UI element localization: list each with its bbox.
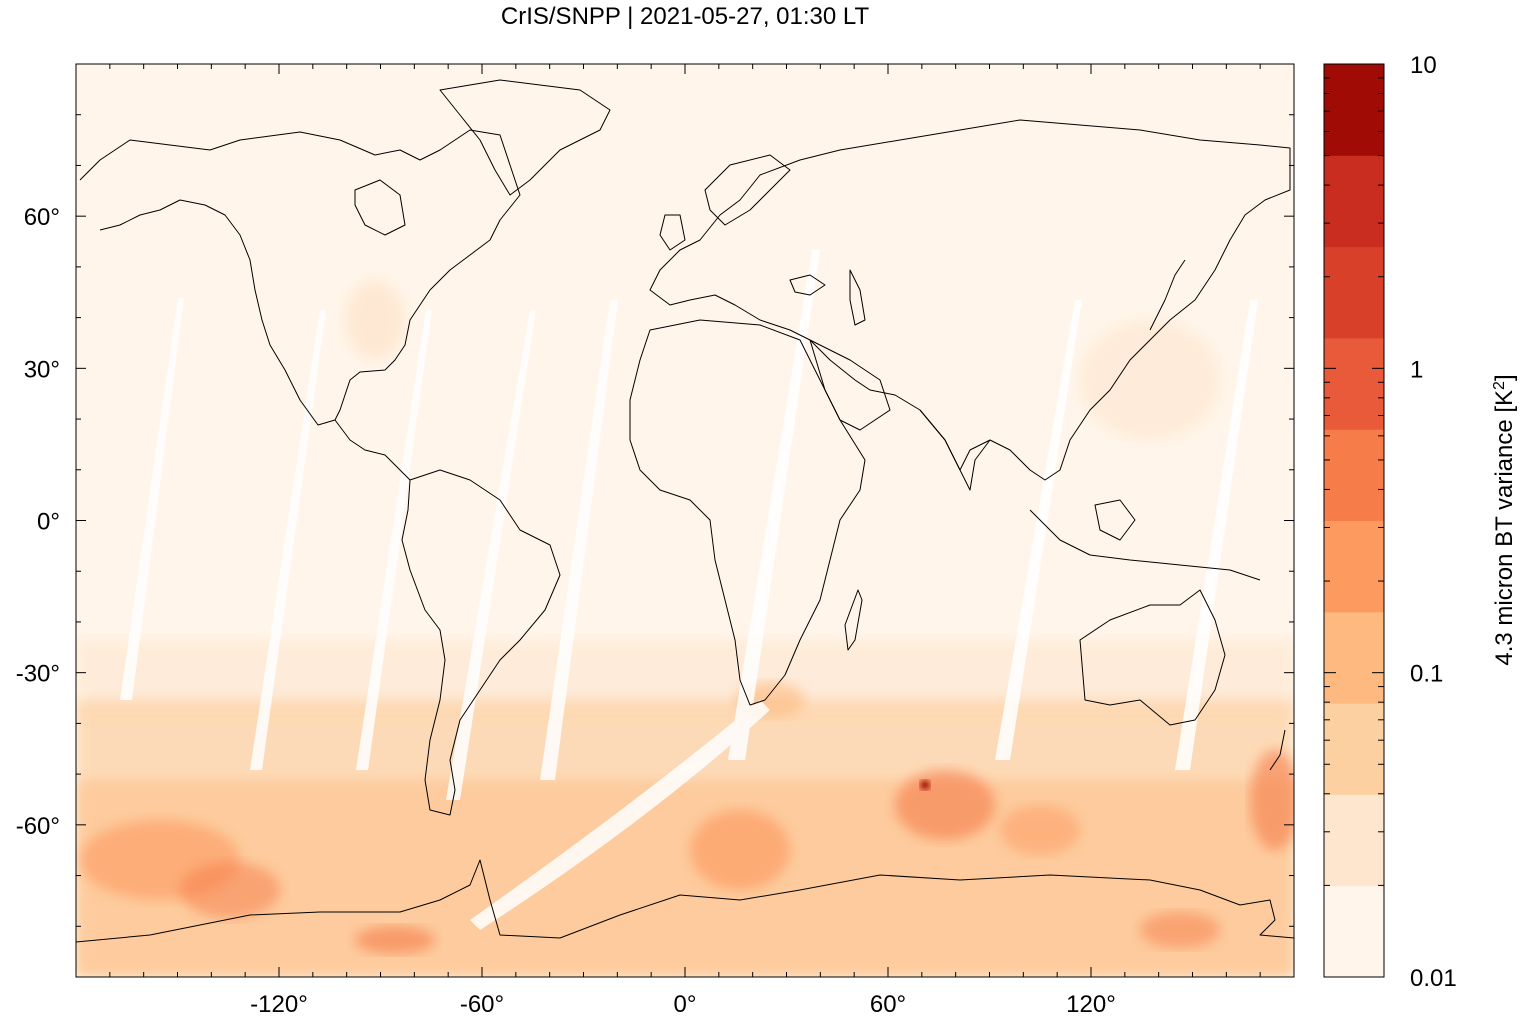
colorbar: 10 1 0.1 0.01 4.3 micron BT variance [K2] [1323,52,1519,992]
colorbar-band [1324,520,1384,613]
lat-tick-label: -60° [16,813,60,840]
colorbar-bands [1324,64,1384,978]
colorbar-label: 0.1 [1410,661,1443,688]
colorbar-title: 4.3 micron BT variance [K2] [1491,374,1519,665]
coast-australia [1079,589,1226,726]
coast-borneo [1094,499,1136,541]
lat-tick-label: 60° [24,204,60,231]
colorbar-frame [1323,63,1385,978]
coast-new-zealand [1269,729,1286,771]
colorbar-band [1324,246,1384,339]
coast-caspian [849,269,866,326]
lat-tick-label: 30° [24,356,60,383]
coast-hudson-bay [354,179,406,236]
lat-tick-label: -30° [16,661,60,688]
latitude-axis: 60° 30° 0° -30° -60° [16,114,1294,927]
coast-india [919,409,991,491]
coast-eurasia [649,119,1291,481]
map-plot [76,64,1294,977]
colorbar-band [1324,337,1384,430]
coast-uk [659,214,686,251]
coast-antarctica [76,859,1294,943]
variance-field [76,280,1294,977]
lon-tick-label: -120° [250,991,308,1018]
colorbar-band [1324,611,1384,704]
longitude-axis: -120° -60° 0° 60° 120° [109,64,1261,1018]
lon-tick-label: -60° [460,991,504,1018]
coastlines [76,79,1294,943]
coast-arabia [809,339,891,431]
coast-indonesia [1029,509,1261,581]
lon-tick-label: 120° [1066,991,1116,1018]
lon-tick-label: 0° [674,991,697,1018]
lat-tick-label: 0° [37,509,60,536]
colorbar-label: 1 [1410,356,1423,383]
colorbar-labels: 10 1 0.1 0.01 [1410,52,1457,992]
coast-madagascar [844,589,863,651]
lon-tick-label: 60° [870,991,906,1018]
coast-south-america [401,469,561,816]
colorbar-ticks [1324,77,1384,978]
coast-north-america [79,129,521,426]
colorbar-band [1324,794,1384,887]
colorbar-band [1324,885,1384,978]
chart-title: CrIS/SNPP | 2021-05-27, 01:30 LT [501,3,870,30]
coast-central-america [334,419,411,481]
orbit-gaps [120,250,1258,930]
coast-black-sea [789,274,826,296]
colorbar-label: 0.01 [1410,965,1457,992]
colorbar-label: 10 [1410,52,1437,79]
colorbar-band [1324,429,1384,521]
coast-japan [1149,259,1186,331]
coast-scandinavia [704,154,791,226]
colorbar-band [1324,155,1384,248]
colorbar-band [1324,64,1384,156]
colorbar-band [1324,703,1384,795]
coast-greenland [439,79,611,196]
